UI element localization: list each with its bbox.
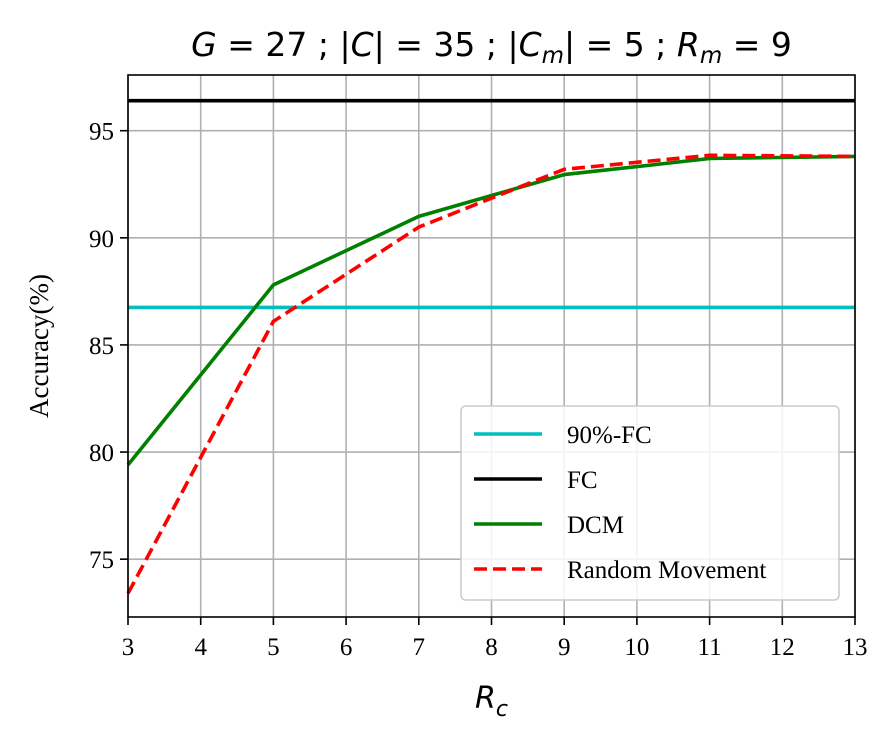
x-tick-label: 7 (413, 634, 426, 661)
title-part: | = 5 ; (564, 25, 677, 64)
x-tick-label: 4 (194, 634, 207, 661)
title-part: C (351, 25, 374, 64)
y-tick-label: 75 (89, 547, 114, 574)
y-axis-label: Accuracy(%) (24, 274, 54, 418)
legend-label-3: Random Movement (567, 557, 766, 584)
title-part: = 27 ; | (217, 25, 351, 64)
title-part: m (542, 43, 564, 69)
title-part: G (191, 25, 217, 64)
x-tick-label: 10 (624, 634, 649, 661)
x-axis-label: Rc (475, 681, 508, 722)
title-part: m (700, 43, 722, 69)
plot-series (126, 98, 856, 595)
legend-box (460, 405, 840, 601)
y-tick-label: 80 (89, 440, 114, 467)
legend: 90%-FC FC DCM Random Movement (460, 405, 840, 601)
x-axis-label-main: R (475, 681, 496, 716)
y-tick-label: 85 (89, 333, 114, 360)
chart-title: G = 27 ; |C| = 35 ; |Cm| = 5 ; Rm = 9 (191, 25, 792, 69)
title-part: R (677, 25, 700, 64)
x-tick-label: 6 (340, 634, 353, 661)
title-part: = 9 (722, 25, 792, 64)
x-ticks: 3 4 5 6 7 8 9 10 11 12 13 (122, 617, 868, 661)
title-part: | = 35 ; | (374, 25, 519, 64)
x-tick-label: 13 (843, 634, 868, 661)
x-tick-label: 11 (698, 634, 722, 661)
x-tick-label: 3 (122, 634, 135, 661)
legend-label-2: DCM (567, 512, 624, 539)
legend-label-0: 90%-FC (567, 422, 652, 449)
y-tick-label: 90 (89, 226, 114, 253)
x-axis-label-sub: c (496, 697, 508, 722)
x-tick-label: 12 (770, 634, 795, 661)
x-tick-label: 8 (485, 634, 498, 661)
legend-label-1: FC (567, 467, 598, 494)
series-line-3 (126, 153, 856, 595)
y-tick-label: 95 (89, 119, 114, 146)
x-tick-label: 5 (267, 634, 280, 661)
x-tick-label: 9 (558, 634, 571, 661)
y-ticks: 75 80 85 90 95 (89, 119, 128, 574)
series-line-2 (126, 154, 856, 467)
title-part: C (519, 25, 542, 64)
